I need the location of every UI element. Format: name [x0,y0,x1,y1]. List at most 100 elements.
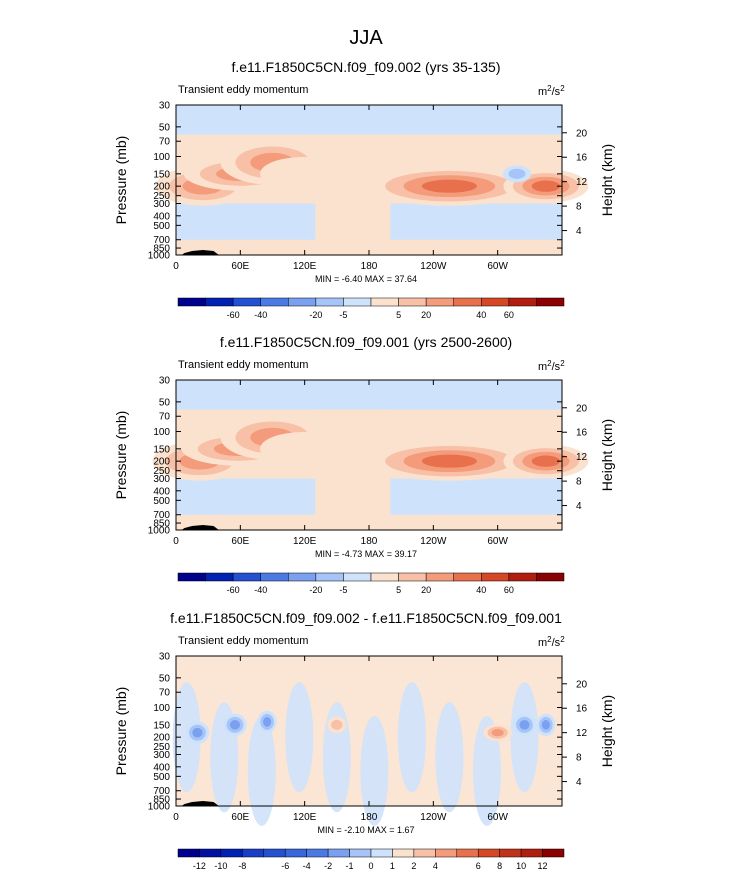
colorbar-swatch [343,572,372,582]
colorbar-swatch [349,848,372,858]
x-tick-label: 60E [231,536,249,547]
page-title: JJA [349,27,383,49]
colorbar-label: 20 [421,310,431,320]
y-tick-label: 400 [153,211,170,222]
colorbar-label: -60 [227,585,240,595]
colorbar-swatch [260,572,289,582]
x-tick-label: 60W [487,261,508,272]
colorbar-swatch [520,848,543,858]
colorbar-swatch [370,297,399,307]
x-tick-label: 0 [173,812,179,823]
colorbar-swatch [242,848,265,858]
colorbar-swatch [220,848,243,858]
terrain [181,525,219,530]
colorbar-swatch [499,848,522,858]
colorbar-label: -6 [281,861,289,871]
colorbar-swatch [536,572,565,582]
y-tick-label: 200 [153,182,170,193]
y-tick-label: 250 [153,466,170,477]
y-axis-label-right: Height (km) [599,419,615,491]
colorbar-label: 40 [476,585,486,595]
colorbar-swatch [425,572,454,582]
contour-region [435,702,464,813]
y-tick-label: 30 [159,376,171,387]
contour-feature [519,720,530,730]
x-tick-label: 120E [293,812,317,823]
variable-label: Transient eddy momentum [178,359,308,371]
colorbar-swatch [425,297,454,307]
colorbar-swatch [315,297,344,307]
height-tick-label: 8 [576,202,582,213]
height-tick-label: 8 [576,753,582,764]
colorbar-label: -20 [309,585,322,595]
colorbar-label: 6 [476,861,481,871]
panel-title: f.e11.F1850C5CN.f09_f09.002 - f.e11.F185… [170,610,562,626]
colorbar-label: -60 [227,310,240,320]
contour-region [360,715,389,826]
y-tick-label: 250 [153,191,170,202]
y-tick-label: 850 [153,244,170,255]
colorbar-swatch [481,572,510,582]
y-tick-label: 1000 [148,802,171,813]
colorbar-swatch [288,297,317,307]
colorbar-swatch [453,572,482,582]
height-tick-label: 4 [576,226,582,237]
colorbar-swatch [370,848,393,858]
colorbar-swatch [542,848,565,858]
y-tick-label: 100 [153,427,170,438]
x-tick-label: 120W [420,536,447,547]
colorbar-swatch [232,297,261,307]
colorbar-swatch [263,848,286,858]
colorbar-swatch [232,572,261,582]
height-tick-label: 20 [576,403,588,414]
x-tick-label: 0 [173,536,179,547]
y-tick-label: 30 [159,652,171,663]
contour-feature [531,455,561,467]
colorbar-swatch [370,572,399,582]
colorbar-swatch [284,848,307,858]
units-label: m2/s2 [538,84,565,98]
y-tick-label: 300 [153,750,170,761]
y-tick-label: 400 [153,762,170,773]
contour-feature [531,180,561,192]
y-tick-label: 400 [153,486,170,497]
contour-feature [541,720,550,730]
terrain [181,250,219,255]
y-axis-label-right: Height (km) [599,144,615,216]
x-tick-label: 180 [361,536,378,547]
colorbar-swatch [306,848,329,858]
colorbar-swatch [288,572,317,582]
colorbar-swatch [435,848,458,858]
y-tick-label: 200 [153,733,170,744]
x-tick-label: 120E [293,261,317,272]
y-tick-label: 100 [153,152,170,163]
colorbar-swatch [398,572,427,582]
y-tick-label: 1000 [148,251,171,262]
colorbar-label: 5 [396,585,401,595]
contour-feature [491,729,504,737]
colorbar-swatch [398,297,427,307]
colorbar-swatch [260,297,289,307]
contour-feature [421,454,477,468]
colorbar-swatch [327,848,350,858]
colorbar-swatch [177,572,206,582]
colorbar-label: 0 [368,861,373,871]
panel-title: f.e11.F1850C5CN.f09_f09.002 (yrs 35-135) [231,59,500,75]
y-tick-label: 70 [159,688,171,699]
x-tick-label: 60E [231,812,249,823]
y-axis-label: Pressure (mb) [113,136,129,225]
y-axis-label: Pressure (mb) [113,411,129,500]
y-tick-label: 150 [153,720,170,731]
y-tick-label: 50 [159,673,171,684]
colorbar-label: -8 [238,861,246,871]
contour-feature [263,717,272,727]
height-tick-label: 12 [576,728,588,739]
y-tick-label: 700 [153,510,170,521]
y-tick-label: 850 [153,795,170,806]
x-tick-label: 60W [487,536,508,547]
y-tick-label: 300 [153,474,170,485]
colorbar-label: -40 [254,310,267,320]
contour-feature [331,719,343,730]
y-tick-label: 250 [153,742,170,753]
colorbar-label: 2 [411,861,416,871]
